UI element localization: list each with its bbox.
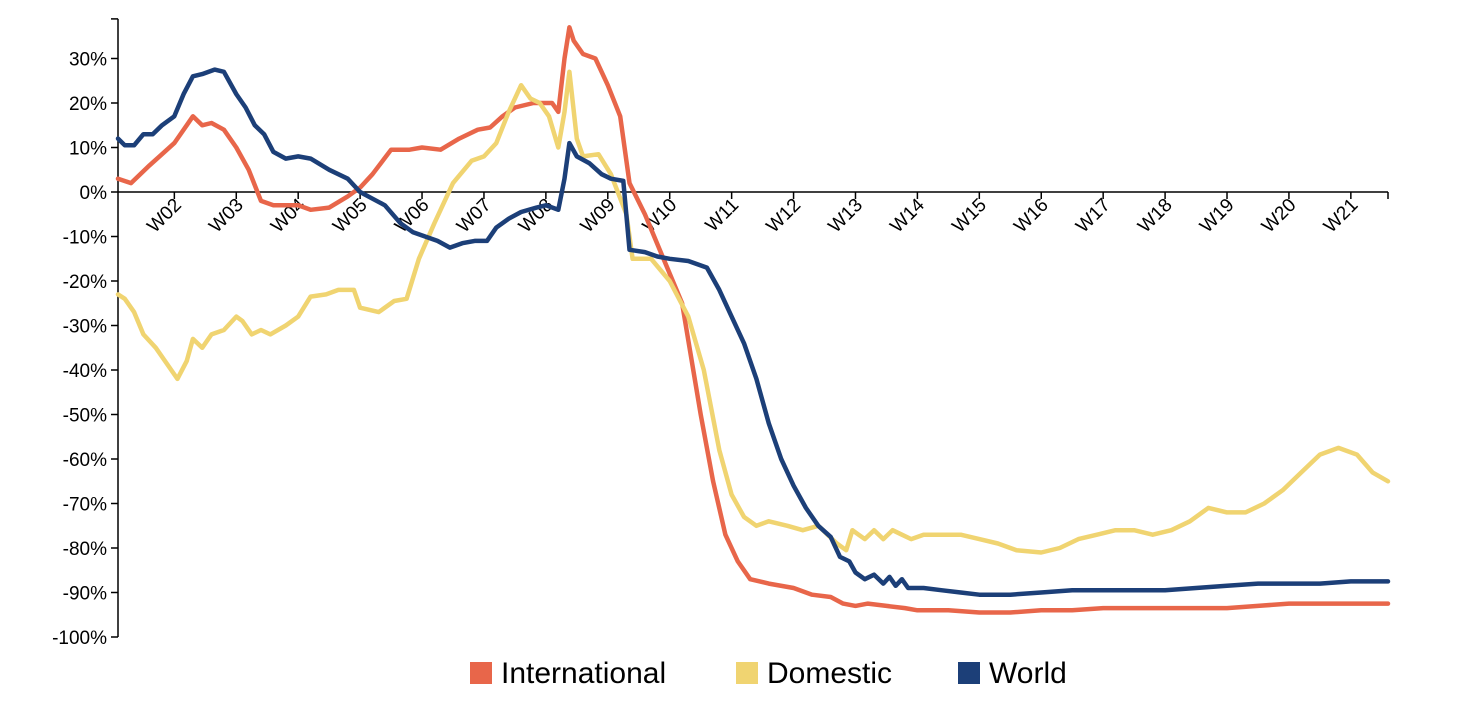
y-tick-label: -40% <box>63 361 107 382</box>
x-tick-label: W20 <box>1258 195 1300 237</box>
legend: International Domestic World <box>470 657 1067 690</box>
y-tick-label: -20% <box>63 272 107 293</box>
x-tick-label: W18 <box>1134 195 1176 237</box>
y-tick-label: -50% <box>63 406 107 427</box>
y-tick-label: -10% <box>63 228 107 249</box>
x-tick-label: W11 <box>702 195 743 236</box>
x-tick-label: W16 <box>1010 195 1052 237</box>
legend-swatch-world <box>958 662 980 684</box>
legend-label-domestic: Domestic <box>767 657 892 690</box>
x-tick-label: W03 <box>205 195 247 237</box>
y-tick-label: -70% <box>63 495 107 516</box>
x-tick-label: W05 <box>329 195 371 237</box>
x-tick-label: W14 <box>886 194 929 237</box>
legend-label-world: World <box>989 657 1067 690</box>
x-tick-label: W07 <box>453 195 495 237</box>
y-tick-label: -90% <box>63 584 107 605</box>
series-line-world <box>115 67 1391 597</box>
y-tick-label: 30% <box>69 50 107 71</box>
x-axis: W02 W03 W04 W05 W06 W07 W08 W09 W10 W11 W12 W13 W14 W… <box>118 191 1389 237</box>
series-line-domestic <box>115 69 1391 555</box>
x-tick-label: W02 <box>143 195 185 237</box>
series-line-international <box>115 25 1391 615</box>
x-tick-label: W08 <box>515 195 557 237</box>
y-tick-label: 10% <box>69 139 107 160</box>
x-tick-label: W19 <box>1196 195 1238 237</box>
x-tick-label: W15 <box>948 195 990 237</box>
y-tick-label: -30% <box>63 317 107 338</box>
x-tick-label: W12 <box>763 195 805 237</box>
y-axis: 30% 20% 10% 0% -10% -20% -30% -40% -50% -60% -70% -… <box>52 18 119 649</box>
legend-swatch-domestic <box>736 662 758 684</box>
y-tick-label: 20% <box>69 94 107 115</box>
y-tick-label: -100% <box>52 628 107 649</box>
series-layer <box>115 25 1391 615</box>
x-tick-label: W21 <box>1320 195 1362 237</box>
y-tick-label: -60% <box>63 450 107 471</box>
x-tick-label: W13 <box>825 195 867 237</box>
x-tick-label: W17 <box>1072 195 1114 237</box>
x-tick-label: W09 <box>577 195 619 237</box>
x-tick-label: W04 <box>267 194 310 237</box>
y-tick-label: -80% <box>63 539 107 560</box>
legend-swatch-international <box>470 662 492 684</box>
y-tick-label: 0% <box>80 183 108 204</box>
legend-label-international: International <box>501 657 666 690</box>
